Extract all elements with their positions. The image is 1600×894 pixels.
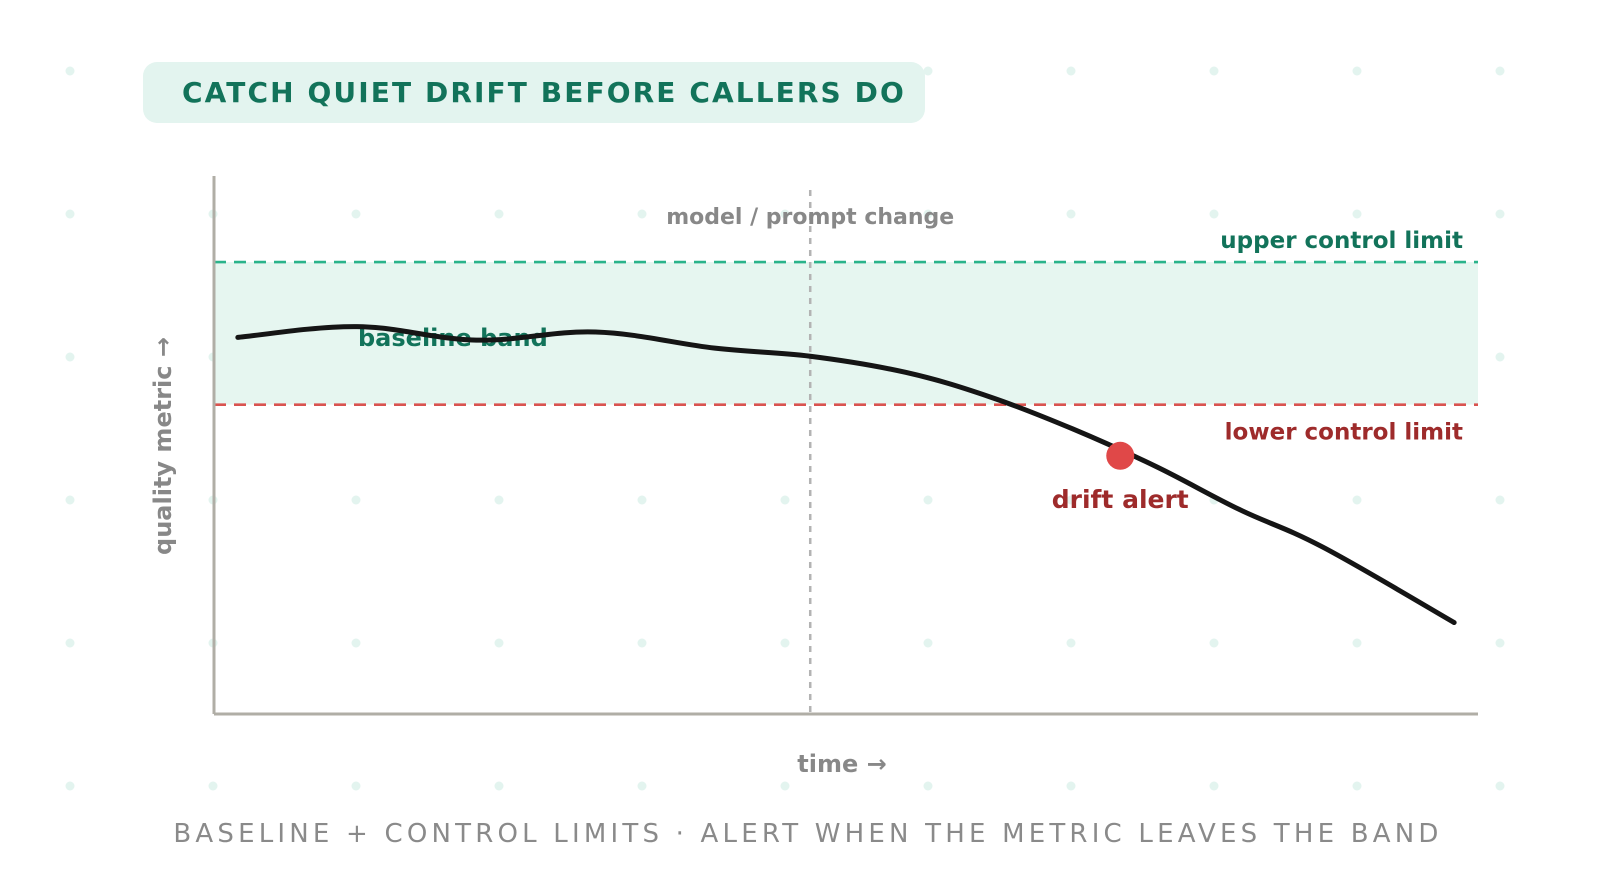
grid-dot	[1352, 781, 1362, 791]
grid-dot	[1066, 209, 1076, 219]
grid-dot	[1209, 209, 1219, 219]
grid-dot	[637, 638, 647, 648]
grid-dot	[637, 495, 647, 505]
grid-dot	[780, 495, 790, 505]
x-axis-label: time →	[797, 750, 887, 778]
change-marker-label: model / prompt change	[666, 205, 954, 230]
grid-dot	[494, 209, 504, 219]
grid-dot	[65, 352, 75, 362]
footer-caption: BASELINE + CONTROL LIMITS · ALERT WHEN T…	[173, 819, 1443, 849]
grid-dot	[1352, 638, 1362, 648]
page-title: CATCH QUIET DRIFT BEFORE CALLERS DO	[182, 76, 906, 109]
grid-dot	[1352, 66, 1362, 76]
grid-dot	[1066, 495, 1076, 505]
grid-dot	[637, 209, 647, 219]
grid-dot	[1209, 66, 1219, 76]
grid-dot	[923, 781, 933, 791]
grid-dot	[351, 638, 361, 648]
grid-dot	[351, 781, 361, 791]
grid-dot	[208, 781, 218, 791]
grid-dot	[1495, 66, 1505, 76]
grid-dot	[1495, 638, 1505, 648]
grid-dot	[494, 495, 504, 505]
grid-dot	[1066, 66, 1076, 76]
metric-series-line	[235, 324, 1457, 626]
grid-dot	[1209, 638, 1219, 648]
grid-dot	[923, 495, 933, 505]
grid-dot	[923, 638, 933, 648]
grid-dot	[494, 781, 504, 791]
upper-control-limit-label: upper control limit	[1220, 228, 1463, 254]
grid-dot	[1066, 638, 1076, 648]
grid-dot	[1495, 495, 1505, 505]
grid-dot	[1495, 352, 1505, 362]
lower-control-limit-label: lower control limit	[1225, 420, 1463, 446]
y-axis-label: quality metric →	[149, 337, 177, 555]
grid-dot	[351, 495, 361, 505]
grid-dot	[1495, 209, 1505, 219]
grid-dot	[1495, 781, 1505, 791]
grid-dot	[780, 209, 790, 219]
grid-dot	[1066, 781, 1076, 791]
grid-dot	[65, 66, 75, 76]
grid-dot	[637, 781, 647, 791]
grid-dot	[65, 781, 75, 791]
grid-dot	[65, 209, 75, 219]
drift-alert-label: drift alert	[1052, 485, 1189, 514]
grid-dot	[65, 638, 75, 648]
grid-dot	[1352, 209, 1362, 219]
drift-alert-dot	[1106, 441, 1135, 470]
title-banner: CATCH QUIET DRIFT BEFORE CALLERS DO	[143, 62, 925, 123]
grid-dot	[923, 66, 933, 76]
grid-dot	[1352, 495, 1362, 505]
grid-dot	[494, 638, 504, 648]
grid-dot	[65, 495, 75, 505]
grid-dot	[923, 209, 933, 219]
grid-dot	[351, 209, 361, 219]
grid-dot	[1209, 781, 1219, 791]
grid-dot	[780, 638, 790, 648]
grid-dot	[780, 781, 790, 791]
